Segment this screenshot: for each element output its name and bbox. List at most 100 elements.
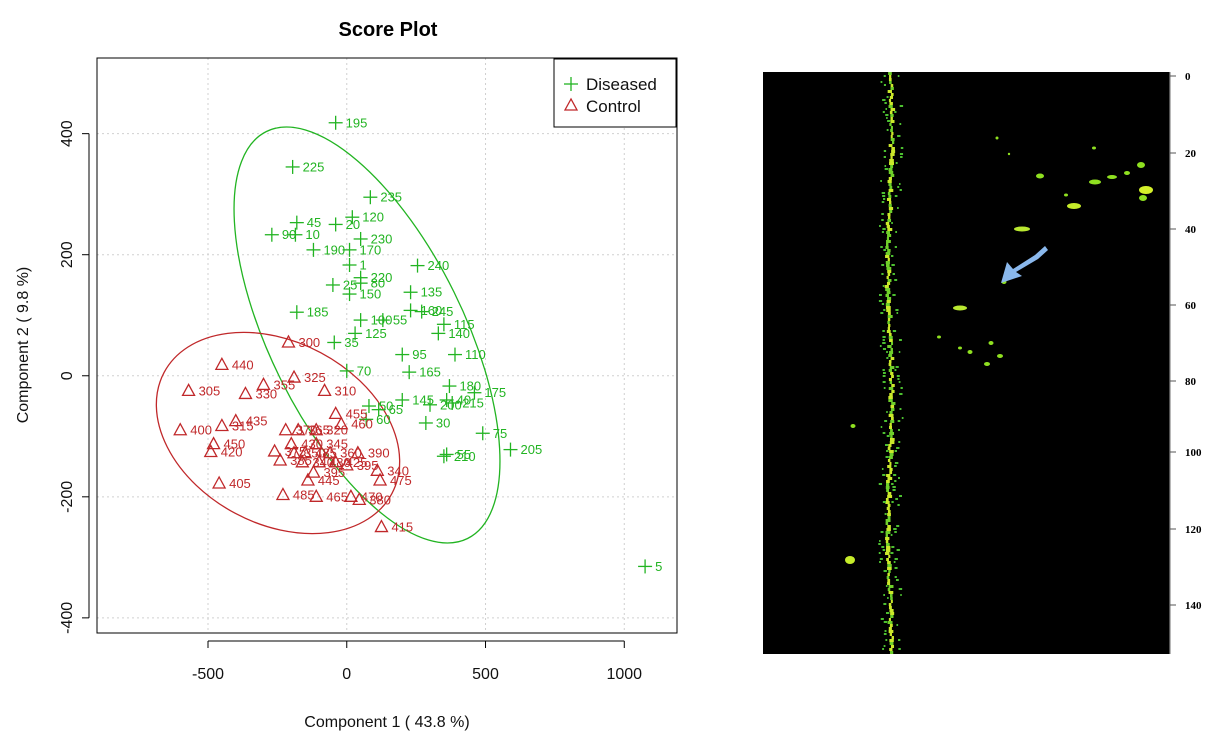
svg-text:120: 120: [1185, 524, 1202, 536]
svg-text:20: 20: [1185, 148, 1197, 160]
diseased-point: [328, 217, 343, 232]
x-tick-label: 1000: [606, 666, 642, 683]
control-point: [278, 422, 293, 436]
control-point: [275, 487, 291, 501]
control-point: [286, 369, 302, 383]
point-label: 320: [326, 423, 348, 438]
point-label: 460: [351, 417, 373, 432]
point-label: 445: [318, 473, 340, 488]
point-label: 225: [303, 159, 325, 174]
point-label: 55: [393, 313, 407, 328]
diseased-point: [375, 313, 390, 328]
control-point: [298, 445, 313, 459]
diseased-point: [328, 115, 343, 130]
diseased-point: [439, 392, 454, 407]
y-tick-label: -400: [59, 602, 76, 634]
diseased-point: [353, 231, 368, 246]
axes: -500 0 500 1000 -400 -200 0 200 400: [59, 120, 642, 683]
control-point: [309, 422, 324, 436]
point-label: 165: [419, 365, 441, 380]
y-tick-label: 400: [59, 120, 76, 147]
point-label: 145: [412, 392, 434, 407]
point-label: 10: [305, 227, 319, 242]
point-label: 115: [454, 317, 475, 332]
point-label: 345: [326, 437, 348, 452]
diseased-point: [442, 379, 457, 394]
control-point: [309, 488, 324, 502]
diseased-point: [353, 313, 368, 328]
point-label: 240: [428, 258, 450, 273]
diseased-point: [402, 365, 417, 380]
control-point: [323, 445, 338, 459]
point-label: 450: [224, 437, 246, 452]
point-label: 470: [361, 489, 383, 504]
control-point: [206, 436, 221, 450]
point-label: 205: [520, 442, 542, 457]
point-label: 230: [371, 231, 393, 246]
control-point: [228, 413, 243, 427]
plot-frame: [96, 57, 678, 634]
diseased-point: [325, 277, 340, 292]
diseased-point: [414, 304, 429, 319]
control-point: [309, 436, 324, 450]
point-label: 65: [389, 402, 403, 417]
point-label: 150: [360, 287, 382, 302]
diseased-point: [445, 396, 460, 410]
x-tick-label: 500: [472, 666, 499, 683]
control-point: [238, 386, 253, 400]
legend: Diseased Control: [553, 58, 677, 128]
point-label: 455: [346, 406, 368, 421]
point-label: 170: [360, 242, 382, 257]
point-label: 35: [344, 335, 358, 350]
control-point: [214, 418, 229, 432]
point-label: 400: [190, 423, 212, 438]
point-label: 475: [390, 473, 412, 488]
point-label: 340: [387, 463, 409, 478]
point-label: 380: [369, 492, 391, 507]
svg-text:140: 140: [1185, 600, 1202, 612]
y-tick-label: 200: [59, 241, 76, 268]
point-label: 185: [307, 305, 329, 320]
point-label: 235: [380, 190, 402, 205]
diseased-point: [395, 392, 410, 407]
point-label: 60: [376, 412, 390, 427]
depth-scale: 0 20 40 60 80 100 120 140: [1170, 72, 1202, 612]
point-label: 465: [326, 489, 348, 504]
svg-text:60: 60: [1185, 300, 1197, 312]
point-label: 300: [298, 335, 320, 350]
legend-control-marker: [563, 97, 579, 111]
diseased-point: [363, 190, 378, 205]
x-tick-label: -500: [192, 666, 224, 683]
control-point: [328, 406, 343, 420]
point-label: 45: [307, 215, 321, 230]
point-label: 435: [246, 414, 268, 429]
diseased-point: [371, 402, 386, 417]
control-point: [334, 416, 349, 430]
point-label: 160: [421, 303, 443, 318]
point-label: 125: [365, 326, 387, 341]
diseased-point: [395, 347, 410, 362]
point-label: 55: [457, 447, 471, 462]
control-point: [350, 445, 365, 459]
point-label: 40: [457, 392, 471, 407]
diseased-point: [475, 426, 490, 441]
control-point: [339, 457, 354, 471]
legend-control-label: Control: [586, 97, 641, 116]
point-label: 305: [199, 383, 221, 398]
control-point: [300, 472, 316, 486]
point-label: 110: [465, 347, 486, 362]
diseased-point: [447, 347, 462, 362]
diseased-point: [264, 227, 279, 242]
diseased-point: [348, 326, 363, 341]
diseased-point: [423, 397, 438, 412]
point-label: 120: [362, 210, 384, 225]
control-point: [370, 462, 385, 476]
point-label: 195: [346, 115, 368, 130]
svg-text:80: 80: [1185, 376, 1197, 388]
point-label: 325: [304, 370, 326, 385]
x-axis-label: Component 1 ( 43.8 %): [304, 714, 469, 731]
diseased-point: [638, 559, 653, 574]
control-point: [212, 475, 227, 489]
